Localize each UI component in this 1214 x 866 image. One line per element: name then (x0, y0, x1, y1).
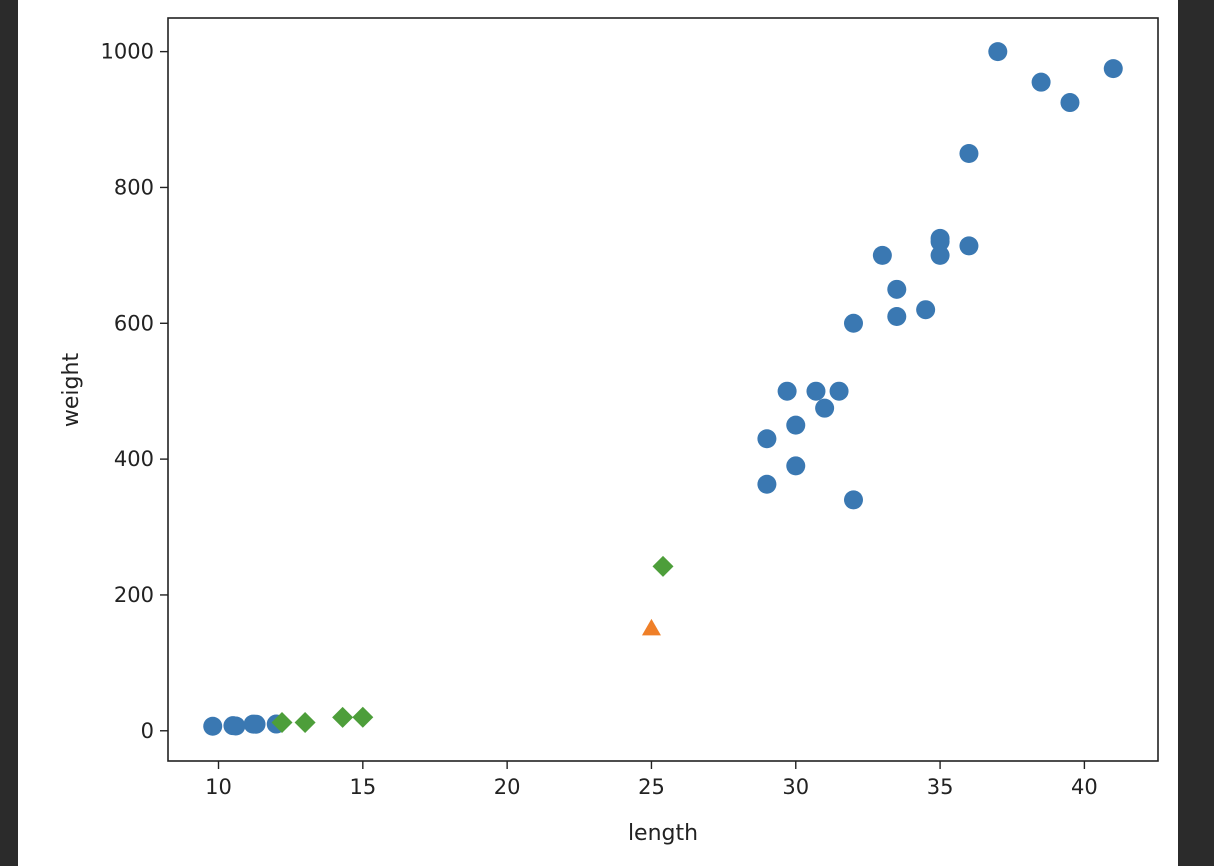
y-axis-label: weight (59, 353, 84, 428)
y-tick-label: 200 (114, 583, 154, 607)
x-tick-label: 40 (1071, 775, 1098, 799)
x-tick-label: 35 (927, 775, 954, 799)
circle-point (930, 232, 950, 252)
circle-point (815, 398, 835, 418)
chart-frame: 10 15 20 25 30 35 40 0 200 400 600 800 1000 length w… (18, 0, 1178, 866)
circle-point (757, 429, 777, 449)
circle-point (988, 42, 1008, 62)
circle-point (757, 474, 777, 494)
circle-point (786, 415, 806, 435)
circle-point (1103, 59, 1123, 79)
y-tick-label: 400 (114, 447, 154, 471)
y-tick-label: 0 (141, 719, 154, 743)
plot-area (167, 17, 1159, 762)
circle-point (887, 306, 907, 326)
diamond-point (652, 555, 674, 577)
y-tick-label: 1000 (101, 40, 154, 64)
circle-point (887, 279, 907, 299)
diamond-point (352, 706, 374, 728)
x-tick-label: 15 (349, 775, 376, 799)
diamond-point (271, 711, 293, 733)
circle-point (777, 381, 797, 401)
x-axis-label: length (628, 821, 698, 846)
circle-point (203, 716, 223, 736)
circle-point (959, 236, 979, 256)
circle-point (930, 245, 950, 265)
circle-point (1060, 93, 1080, 113)
circle-point (1031, 72, 1051, 92)
circle-point (786, 456, 806, 476)
data-points (203, 42, 1123, 736)
triangle-point (641, 618, 661, 636)
circle-point (829, 381, 849, 401)
x-tick-label: 30 (782, 775, 809, 799)
diamond-point (294, 711, 316, 733)
y-tick-label: 600 (114, 311, 154, 335)
circle-point (959, 143, 979, 163)
circle-point (246, 714, 266, 734)
circle-point (872, 245, 892, 265)
circle-point (916, 300, 936, 320)
x-tick-label: 25 (638, 775, 665, 799)
circle-point (843, 490, 863, 510)
x-tick-label: 20 (494, 775, 521, 799)
circle-point (806, 381, 826, 401)
y-tick-label: 800 (114, 175, 154, 199)
circle-point (226, 716, 246, 736)
x-tick-label: 10 (205, 775, 232, 799)
diamond-point (332, 706, 354, 728)
circle-point (843, 313, 863, 333)
